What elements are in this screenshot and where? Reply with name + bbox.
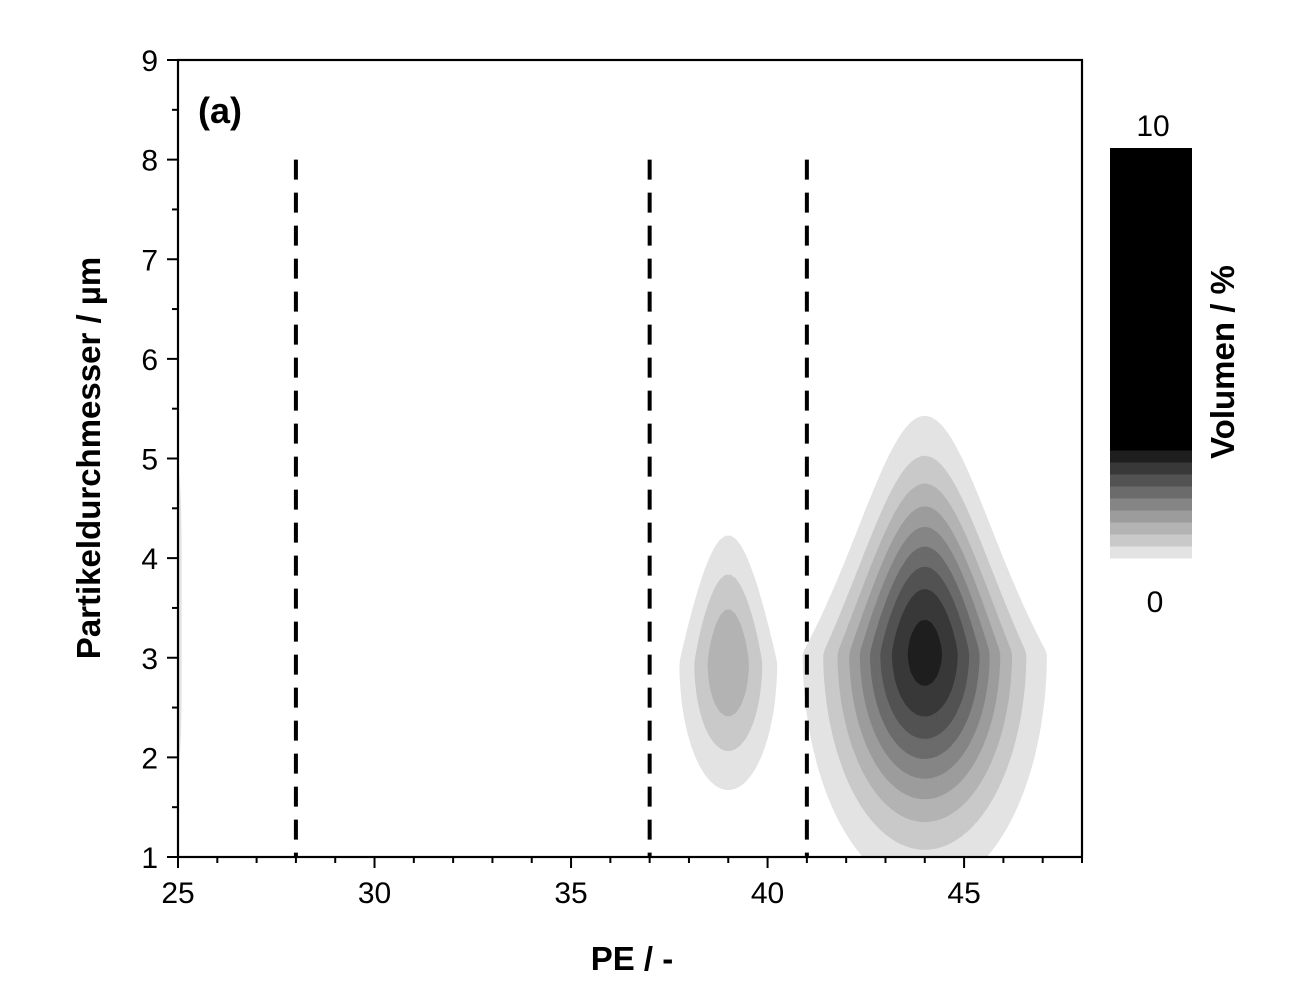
x-tick-label: 40	[751, 877, 784, 910]
y-tick-label: 8	[141, 145, 158, 178]
colorbar-min-label: 0	[1147, 586, 1164, 619]
x-axis-title: PE / -	[591, 940, 674, 977]
contour-band-9	[907, 619, 943, 686]
y-tick-label: 6	[141, 344, 158, 377]
colorbar-stripe	[1110, 546, 1192, 559]
colorbar-stripe	[1110, 438, 1192, 451]
x-tick-label: 25	[161, 877, 194, 910]
colorbar-stripe	[1110, 450, 1192, 463]
contour-fill	[178, 415, 1048, 857]
colorbar-max-label: 10	[1136, 110, 1169, 143]
colorbar-stripe	[1110, 474, 1192, 487]
y-tick-label: 9	[141, 45, 158, 78]
colorbar-stripe	[1110, 498, 1192, 511]
y-tick-label: 1	[141, 842, 158, 875]
y-tick-label: 2	[141, 742, 158, 775]
colorbar-stripe	[1110, 510, 1192, 523]
colorbar-title: Volumen / %	[1204, 265, 1241, 459]
colorbar-stripe	[1110, 148, 1192, 439]
dashed-lines	[293, 159, 809, 857]
colorbar-stripe	[1110, 486, 1192, 499]
panel-label: (a)	[198, 90, 242, 131]
colorbar	[1110, 148, 1192, 559]
y-tick-label: 3	[141, 643, 158, 676]
colorbar-stripe	[1110, 522, 1192, 535]
colorbar-stripe	[1110, 462, 1192, 475]
y-tick-label: 7	[141, 244, 158, 277]
y-tick-label: 5	[141, 444, 158, 477]
x-tick-label: 35	[554, 877, 587, 910]
colorbar-stripe	[1110, 534, 1192, 547]
y-tick-label: 4	[141, 543, 158, 576]
x-tick-label: 30	[358, 877, 391, 910]
y-axis-title: Partikeldurchmesser / µm	[70, 257, 107, 659]
x-tick-label: 45	[947, 877, 980, 910]
